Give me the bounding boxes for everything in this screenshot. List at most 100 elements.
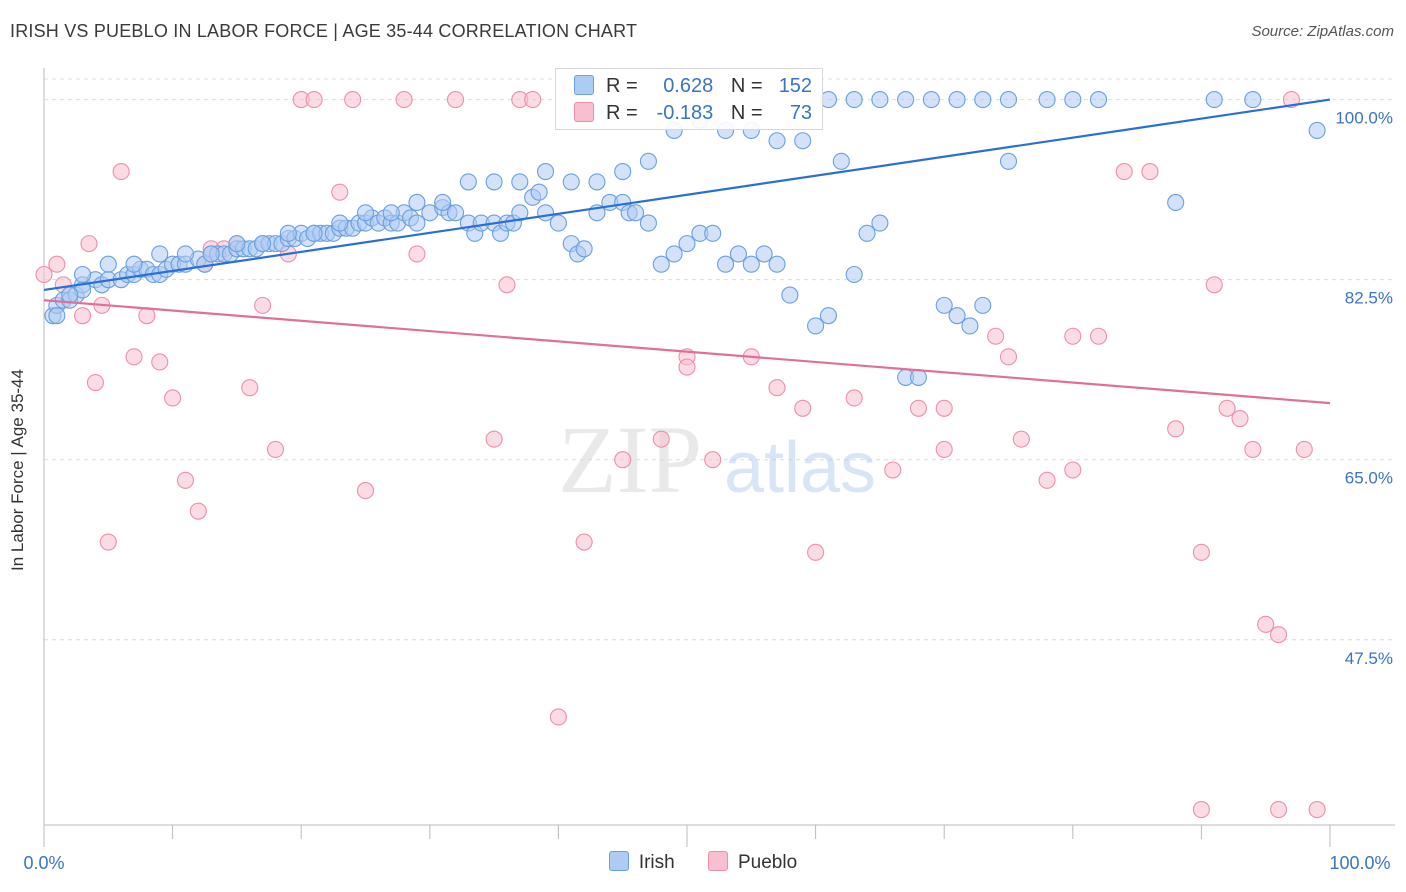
pueblo-point (845, 389, 863, 407)
irish-point (1038, 91, 1056, 109)
pueblo-point (678, 358, 696, 376)
irish-point (639, 152, 657, 170)
irish-point (819, 307, 838, 325)
irish-point (794, 132, 812, 150)
pueblo-point (498, 276, 516, 294)
pueblo-point (549, 708, 567, 726)
pueblo-point (807, 543, 825, 561)
pueblo-point (652, 430, 670, 448)
irish-point (845, 91, 863, 109)
irish-point (755, 245, 773, 263)
irish-point (48, 307, 66, 325)
pueblo-point (331, 183, 349, 201)
pueblo-point (112, 163, 130, 181)
irish-point (536, 204, 555, 222)
pueblo-point (35, 265, 53, 284)
pueblo-n-label: N = (730, 102, 763, 124)
pueblo-point (1257, 615, 1275, 633)
irish-point (999, 91, 1018, 109)
pueblo-point (1012, 430, 1030, 448)
irish-point (1089, 91, 1108, 109)
irish-point (909, 368, 928, 386)
pueblo-point (704, 451, 722, 469)
pueblo-point (74, 307, 92, 325)
pueblo-point (1064, 461, 1082, 479)
irish-point (125, 255, 143, 273)
irish-point (704, 224, 722, 242)
pueblo-point (151, 353, 169, 371)
irish-point (446, 204, 465, 222)
irish-point (652, 255, 670, 273)
y-axis-label: In Labor Force | Age 35-44 (8, 369, 27, 571)
pueblo-point (395, 91, 413, 109)
irish-point (974, 296, 992, 314)
pueblo-point (408, 245, 426, 263)
irish-point (678, 235, 696, 253)
irish-point (935, 296, 953, 314)
irish-point (858, 224, 876, 242)
irish-point (768, 255, 786, 273)
pueblo-point (1064, 327, 1082, 345)
pueblo-point (1270, 626, 1288, 644)
pueblo-trend-line (43, 299, 1331, 405)
irish-point (99, 255, 117, 273)
irish-point (999, 152, 1018, 170)
irish-point (61, 286, 79, 304)
irish-r-label: R = (606, 75, 638, 97)
irish-point (176, 245, 195, 263)
irish-point (331, 214, 349, 232)
pueblo-point (524, 91, 542, 109)
irish-point (434, 193, 452, 212)
source-label: Source: ZipAtlas.com (1251, 23, 1394, 40)
irish-point (408, 214, 426, 232)
irish-point (575, 240, 593, 258)
irish-point (717, 255, 735, 273)
irish-point (1205, 91, 1223, 109)
y-tick-label: 100.0% (1335, 109, 1393, 128)
irish-point (1244, 91, 1262, 109)
irish-point (202, 245, 220, 263)
pueblo-point (356, 482, 375, 500)
legend-row-irish: R = 0.628 N = 152 (574, 75, 812, 98)
irish-point (614, 163, 632, 181)
pueblo-swatch (574, 102, 594, 122)
irish-point (832, 152, 850, 170)
pueblo-point (935, 440, 953, 458)
pueblo-point (1115, 163, 1133, 181)
pueblo-point (80, 235, 98, 253)
legend-row-pueblo: R = -0.183 N = 73 (574, 102, 812, 125)
pueblo-legend-swatch (708, 851, 728, 871)
pueblo-point (1244, 440, 1262, 458)
pueblo-point (1205, 276, 1223, 294)
irish-point (562, 173, 580, 191)
irish-n-label: N = (730, 75, 763, 97)
irish-swatch (574, 75, 594, 95)
irish-point (408, 193, 426, 212)
irish-trend-line (43, 98, 1331, 292)
pueblo-point (1295, 440, 1313, 458)
pueblo-point (86, 373, 104, 392)
pueblo-point (935, 399, 953, 417)
pueblo-n-value: 73 (789, 102, 813, 124)
pueblo-point (305, 91, 323, 109)
pueblo-point (909, 399, 928, 417)
irish-r-value: 0.628 (663, 75, 714, 97)
legend-item-irish[interactable]: Irish (608, 851, 675, 874)
correlation-legend: R = 0.628 N = 152 R = -0.183 N = 73 (555, 68, 823, 130)
legend-item-pueblo[interactable]: Pueblo (708, 851, 797, 874)
pueblo-point (189, 502, 207, 520)
pueblo-point (1192, 543, 1210, 561)
irish-point (1308, 121, 1326, 139)
irish-point (151, 245, 169, 263)
irish-point (768, 132, 786, 150)
irish-point (807, 317, 825, 335)
irish-point (845, 265, 863, 284)
pueblo-point (138, 307, 156, 325)
irish-point (1167, 193, 1185, 212)
irish-n-value: 152 (778, 75, 813, 97)
pueblo-point (1141, 163, 1159, 181)
pueblo-point (1270, 801, 1288, 819)
pueblo-point (1282, 91, 1300, 109)
irish-point (948, 91, 966, 109)
